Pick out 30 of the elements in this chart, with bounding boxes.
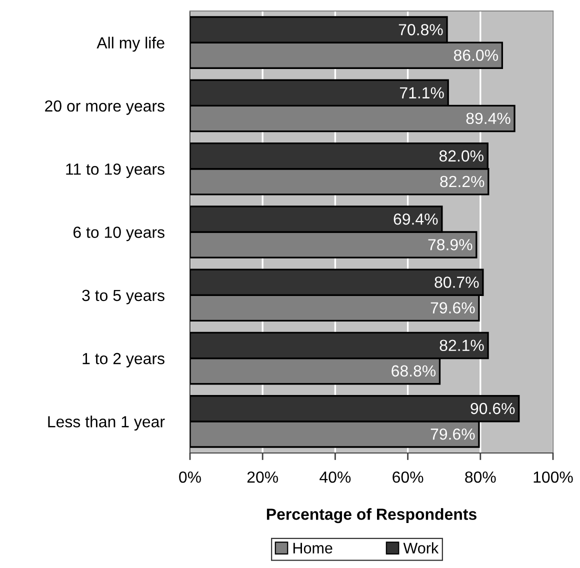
x-tick-label: 20% — [247, 471, 278, 483]
y-tick-label: 1 to 2 years — [82, 352, 164, 368]
data-label: 78.9% — [428, 239, 472, 250]
y-tick-label: Less than 1 year — [48, 416, 165, 431]
y-tick-label: 3 to 5 years — [82, 290, 164, 304]
data-label: 90.6% — [470, 402, 515, 414]
legend-label: Work — [403, 542, 439, 554]
data-label: 68.8% — [392, 365, 436, 377]
data-label: 79.6% — [430, 302, 475, 314]
data-label: 89.4% — [466, 112, 510, 124]
legend-label: Home — [293, 542, 332, 554]
data-label: 70.8% — [398, 24, 443, 36]
x-tick-label: 0% — [179, 471, 201, 483]
y-tick-label: All my life — [96, 36, 164, 52]
data-label: 71.1% — [400, 87, 444, 98]
x-tick-label: 40% — [320, 471, 351, 483]
data-label: 82.0% — [439, 150, 484, 162]
data-label: 80.7% — [434, 276, 479, 288]
data-label: 79.6% — [430, 428, 475, 440]
data-label: 69.4% — [394, 213, 438, 225]
data-label: 86.0% — [454, 50, 498, 61]
y-tick-label: 20 or more years — [45, 100, 164, 115]
data-label: 82.1% — [440, 340, 484, 352]
data-label: 82.2% — [440, 176, 484, 188]
y-tick-label: 6 to 10 years — [73, 226, 164, 242]
x-tick-label: 100% — [534, 471, 573, 483]
x-tick-label: 60% — [392, 471, 424, 483]
x-tick-label: 80% — [465, 471, 496, 483]
y-tick-label: 11 to 19 years — [66, 163, 164, 178]
x-axis-title: Percentage of Respondents — [266, 508, 476, 524]
